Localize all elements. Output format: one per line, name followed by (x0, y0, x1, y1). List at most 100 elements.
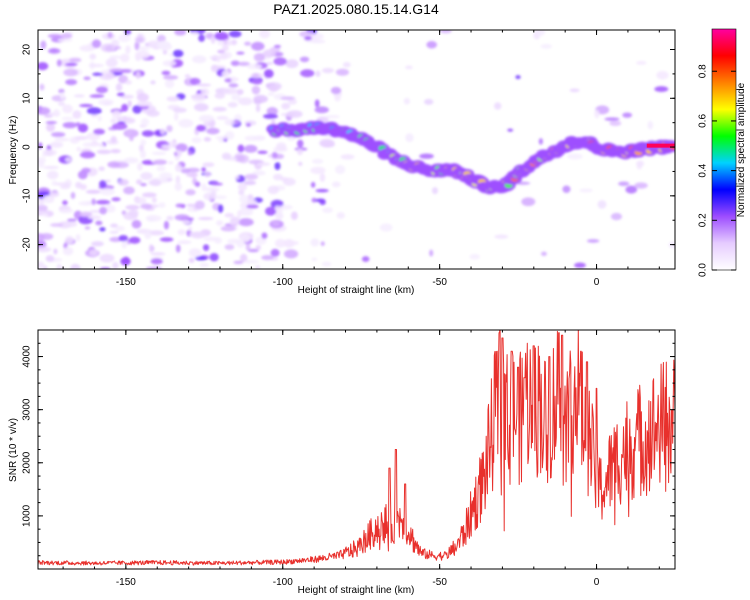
heatmap-cell (597, 200, 607, 209)
snr-frame (37, 329, 676, 570)
heatmap-cell (273, 57, 287, 66)
heatmap-cell (215, 136, 229, 140)
heatmap-cell (157, 34, 166, 43)
heatmap-cell (298, 161, 303, 166)
heatmap-cell (335, 68, 350, 76)
heatmap-cell (151, 151, 167, 155)
heatmap-cell (238, 189, 245, 196)
heatmap-cell (108, 59, 117, 65)
heatmap-cell (244, 41, 252, 46)
heatmap-cell (314, 99, 320, 108)
heatmap-cell (41, 212, 49, 217)
heatmap-cell (203, 236, 219, 242)
heatmap-cell (88, 63, 104, 68)
heatmap-cell (221, 152, 231, 160)
heatmap-cell (283, 249, 299, 259)
heatmap-cell (190, 231, 206, 239)
heatmap-cell (569, 88, 580, 93)
heatmap-cell (286, 110, 303, 118)
heatmap-cell (148, 179, 162, 186)
heatmap-cell (538, 138, 543, 145)
heatmap-cell (199, 262, 209, 268)
y-tick-label: 2000 (22, 451, 33, 474)
heatmap-cell (62, 121, 78, 129)
heatmap-cell (138, 46, 150, 51)
heatmap-cell (609, 120, 622, 127)
heatmap-cell (300, 69, 315, 78)
heatmap-cell (319, 173, 326, 182)
heatmap-cell (148, 230, 165, 236)
heatmap-cell (73, 94, 85, 98)
heatmap-cell (69, 58, 82, 63)
heatmap-cell (188, 248, 202, 258)
heatmap-cell (135, 71, 141, 80)
heatmap-cell (315, 188, 329, 193)
heatmap-cell (172, 49, 184, 58)
heatmap-cell (99, 206, 108, 215)
heatmap-cell (247, 248, 259, 253)
heatmap-cell (319, 199, 326, 206)
heatmap-blobs (38, 30, 675, 269)
heatmap-cell (279, 204, 293, 210)
heatmap-cell (540, 251, 547, 256)
heatmap-cell (204, 187, 220, 192)
heatmap-cell (38, 261, 45, 269)
heatmap-cell (64, 62, 78, 66)
heatmap-cell (65, 157, 72, 163)
heatmap-cell (255, 245, 262, 250)
heatmap-cell (361, 256, 370, 263)
spectrogram-frame (37, 29, 676, 270)
heatmap-cell (107, 31, 113, 39)
heatmap-cell (83, 76, 91, 81)
heatmap-cell (95, 86, 108, 94)
heatmap-cell (266, 61, 274, 65)
heatmap-cell (227, 101, 238, 108)
heatmap-cell (211, 182, 223, 186)
heatmap-cell (147, 216, 156, 222)
heatmap-cell (187, 150, 193, 156)
heatmap-cell (76, 146, 81, 152)
heatmap-cell (230, 76, 236, 84)
heatmap-cell (38, 246, 52, 253)
snr-panel: -150 -100 -50 0 1000 2000 3000 4000 Height of … (8, 329, 676, 596)
heatmap-cell (322, 207, 333, 214)
heatmap-cell (200, 88, 210, 96)
heatmap-cell (172, 107, 187, 113)
heatmap-cell (214, 31, 229, 41)
heatmap-cell (405, 65, 413, 70)
heatmap-cell (562, 185, 571, 193)
heatmap-cell (95, 199, 111, 205)
heatmap-cell (112, 261, 119, 269)
heatmap-cell (161, 70, 171, 76)
heatmap-cell (236, 210, 242, 219)
heatmap-cell (38, 62, 49, 71)
heatmap-cell (150, 80, 156, 85)
heatmap-cell (184, 74, 191, 78)
x-tick-label: 0 (594, 577, 600, 588)
heatmap-cell (91, 198, 96, 206)
heatmap-cell (281, 102, 291, 110)
heatmap-cell (236, 51, 245, 55)
heatmap-cell (120, 116, 128, 121)
x-tick-label: -50 (432, 277, 447, 288)
heatmap-cell (159, 128, 166, 135)
heatmap-cell (238, 218, 254, 227)
heatmap-cell (163, 75, 179, 80)
heatmap-cell (81, 167, 91, 174)
heatmap-cell (150, 258, 163, 265)
heatmap-cell (110, 118, 117, 124)
heatmap-cell (259, 30, 271, 39)
heatmap-cell (62, 104, 73, 114)
heatmap-cell (244, 144, 258, 153)
y-tick-label: 0 (22, 144, 33, 150)
heatmap-cell (403, 97, 411, 105)
y-tick-label: 1000 (22, 504, 33, 527)
heatmap-cell (340, 154, 355, 160)
y-tick-label: 3000 (22, 398, 33, 421)
heatmap-cell (636, 160, 645, 167)
heatmap-cell (246, 199, 257, 205)
heatmap-cell (625, 185, 638, 194)
heatmap-cell (109, 230, 119, 235)
heatmap-cell (162, 49, 168, 55)
heatmap-cell (125, 204, 140, 210)
